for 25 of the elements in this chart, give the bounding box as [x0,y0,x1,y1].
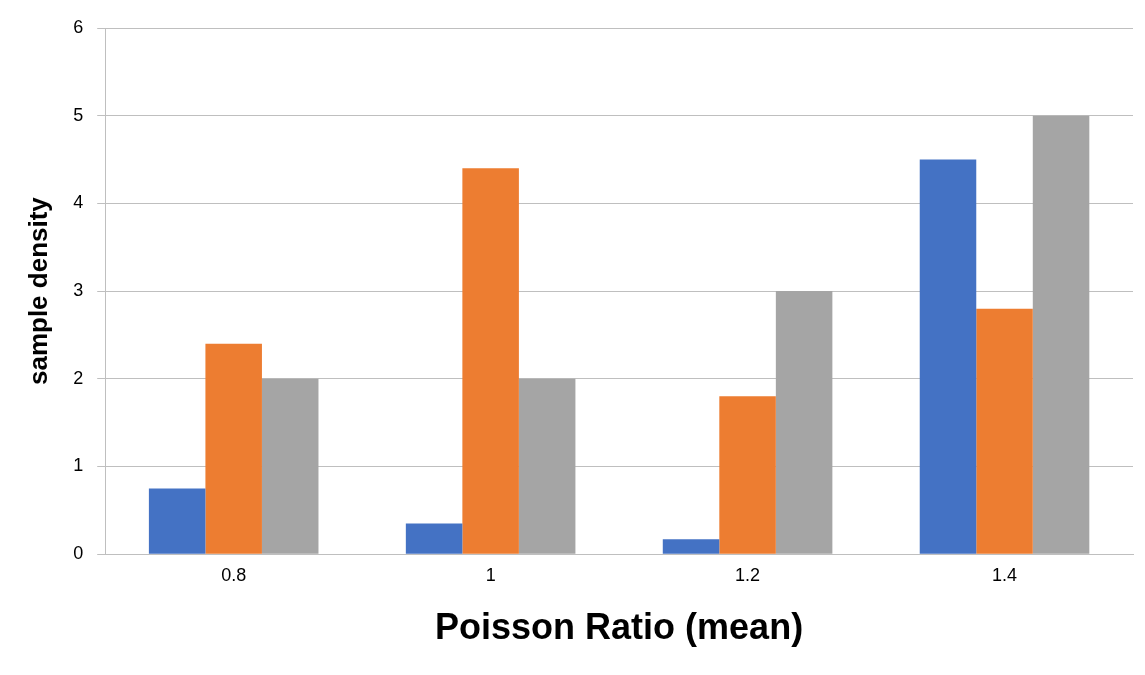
y-axis-title: sample density [22,196,53,386]
bar [1032,115,1090,554]
bar [919,159,977,554]
bar [662,539,720,554]
x-axis-title: Poisson Ratio (mean) [435,606,804,648]
y-tick-label: 4 [73,192,84,213]
x-tick-label: 1.4 [992,564,1018,585]
y-tick-label: 6 [73,16,84,37]
y-tick-label: 5 [73,104,84,125]
x-tick-label: 1 [485,564,496,585]
y-tick-label: 2 [73,367,84,388]
x-tick-label: 0.8 [221,564,247,585]
bar [976,308,1033,554]
bar [261,378,319,554]
bar [518,378,576,554]
y-tick-label: 0 [73,543,84,564]
bar [405,523,463,554]
bar [775,291,833,554]
bar [462,168,519,554]
bar [719,396,776,554]
y-tick-label: 1 [73,455,84,476]
y-tick-label: 3 [73,280,84,301]
bar [148,488,206,554]
x-tick-label: 1.2 [735,564,761,585]
bar [205,343,262,554]
